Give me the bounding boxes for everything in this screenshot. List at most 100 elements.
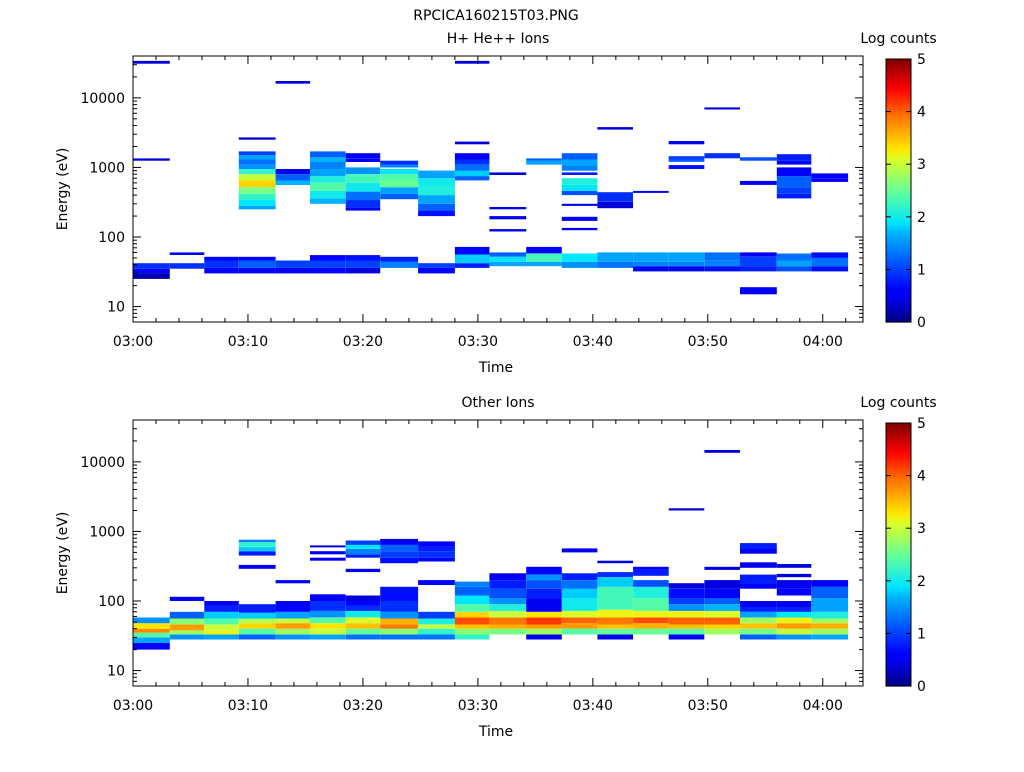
colorbar-segment bbox=[886, 211, 911, 215]
heatmap-cell bbox=[275, 180, 311, 185]
heatmap-cell bbox=[380, 611, 419, 619]
colorbar-segment bbox=[886, 462, 911, 466]
colorbar-segment bbox=[886, 306, 911, 310]
heatmap-cell bbox=[238, 604, 276, 613]
colorbar-tick-label: 4 bbox=[917, 105, 926, 121]
colorbar: 0 1 2 3 4 5 Log counts bbox=[860, 31, 936, 331]
colorbar: 0 1 2 3 4 5 Log counts bbox=[860, 395, 936, 695]
heatmap-cell bbox=[561, 216, 598, 221]
heatmap-cell bbox=[418, 178, 455, 186]
heatmap-cell bbox=[776, 564, 812, 568]
colorbar-segment bbox=[886, 475, 911, 479]
heatmap-cell bbox=[740, 562, 777, 568]
heatmap-cell bbox=[704, 107, 740, 110]
heatmap-cell bbox=[238, 539, 276, 543]
heatmap-cell bbox=[811, 173, 849, 179]
heatmap-cell bbox=[740, 583, 777, 589]
colorbar-segment bbox=[886, 72, 911, 76]
colorbar-segment bbox=[886, 314, 911, 318]
heatmap-cell bbox=[668, 156, 705, 160]
heatmap-cell bbox=[776, 634, 812, 640]
plot-frame bbox=[132, 55, 864, 323]
heatmap-cell bbox=[238, 628, 276, 635]
heatmap-cell bbox=[275, 267, 311, 274]
colorbar-segment bbox=[886, 300, 911, 305]
x-tick-label: 04:00 bbox=[803, 334, 843, 350]
colorbar-segment bbox=[886, 654, 911, 658]
heatmap-cell bbox=[776, 611, 812, 618]
heatmap-cell bbox=[204, 624, 239, 631]
heatmap-cell bbox=[811, 628, 849, 635]
heatmap-cell bbox=[418, 634, 455, 640]
heatmap-cell bbox=[380, 187, 419, 194]
heatmap-cell bbox=[489, 207, 527, 210]
heatmap-cell bbox=[380, 557, 419, 564]
colorbar-segment bbox=[886, 308, 911, 313]
heatmap-cell bbox=[380, 256, 419, 262]
colorbar-segment bbox=[886, 591, 911, 595]
heatmap-cell bbox=[345, 623, 381, 629]
colorbar-segment bbox=[886, 664, 911, 669]
heatmap-cell bbox=[740, 543, 777, 549]
heatmap-cell bbox=[561, 185, 598, 191]
heatmap-cell bbox=[668, 617, 705, 625]
heatmap-cell bbox=[489, 580, 527, 589]
heatmap-cell bbox=[597, 252, 633, 262]
heatmap-cell bbox=[133, 628, 170, 633]
heatmap-cell bbox=[526, 598, 562, 612]
colorbar-segment bbox=[886, 662, 911, 666]
heatmap-cell bbox=[238, 159, 276, 165]
heatmap-cell bbox=[811, 634, 849, 640]
heatmap-cell bbox=[776, 628, 812, 635]
heatmap-cell bbox=[489, 610, 527, 618]
colorbar-segment bbox=[886, 151, 911, 155]
heatmap-cell bbox=[310, 255, 346, 261]
x-axis: 03:00 03:10 03:20 03:30 03:40 03:50 04:00 bbox=[113, 56, 847, 350]
heatmap-cell bbox=[776, 588, 812, 596]
heatmap-cell bbox=[561, 227, 598, 231]
colorbar-segment bbox=[886, 140, 911, 144]
heatmap-cell bbox=[310, 157, 346, 162]
heatmap-cell bbox=[238, 634, 276, 640]
heatmap-cell bbox=[345, 544, 381, 549]
heatmap-cell bbox=[310, 634, 346, 640]
heatmap-cell bbox=[345, 617, 381, 624]
colorbar-segment bbox=[886, 227, 911, 231]
colorbar-segment bbox=[886, 449, 911, 453]
heatmap-cell bbox=[238, 200, 276, 206]
heatmap-cell bbox=[704, 450, 740, 453]
colorbar-tick-label: 0 bbox=[917, 315, 926, 331]
heatmap-cell bbox=[380, 601, 419, 612]
colorbar-segment bbox=[886, 451, 911, 456]
heatmap-cell bbox=[597, 560, 633, 564]
heatmap-cell bbox=[238, 187, 276, 194]
heatmap-cell bbox=[133, 617, 170, 624]
colorbar-segment bbox=[886, 158, 911, 163]
heatmap-cell bbox=[597, 628, 633, 635]
colorbar-segment bbox=[886, 646, 911, 650]
x-tick-label: 03:20 bbox=[343, 698, 383, 714]
colorbar-segment bbox=[886, 266, 911, 270]
heatmap-cell bbox=[345, 634, 381, 640]
heatmap-cell bbox=[133, 623, 170, 629]
heatmap-cell bbox=[668, 583, 705, 589]
colorbar-segment bbox=[886, 649, 911, 653]
heatmap-cell bbox=[704, 266, 740, 272]
heatmap-cell bbox=[526, 624, 562, 629]
heatmap-cells bbox=[133, 450, 849, 650]
heatmap-cell bbox=[597, 201, 633, 209]
heatmap-cell bbox=[238, 169, 276, 175]
colorbar-segment bbox=[886, 562, 911, 566]
colorbar-segment bbox=[886, 193, 911, 197]
colorbar-segment bbox=[886, 596, 911, 600]
heatmap-cell bbox=[776, 601, 812, 607]
heatmap-cell bbox=[561, 172, 598, 175]
colorbar-tick-label: 4 bbox=[917, 469, 926, 485]
colorbar-segment bbox=[886, 467, 911, 471]
heatmap-cell bbox=[310, 545, 346, 548]
colorbar-segment bbox=[886, 274, 911, 278]
heatmap-cell bbox=[811, 618, 849, 624]
colorbar-segment bbox=[886, 261, 911, 265]
heatmap-cell bbox=[454, 153, 490, 160]
